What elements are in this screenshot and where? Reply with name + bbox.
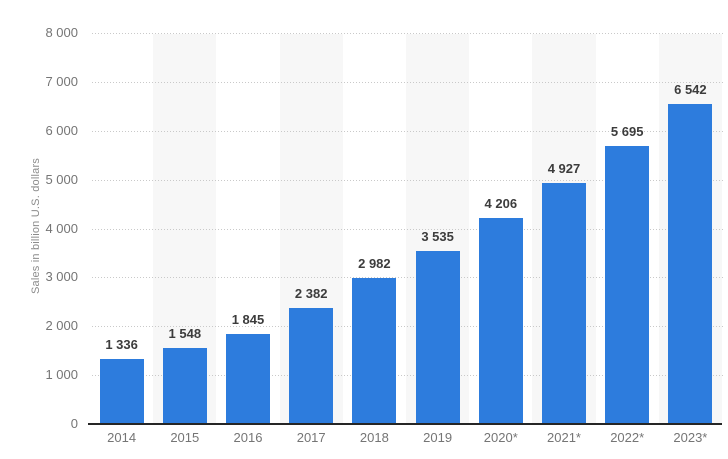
gridline-3000 (92, 277, 724, 279)
gridline-8000 (92, 33, 724, 34)
x-tick-label-2018: 2018 (359, 430, 389, 445)
bar-2015[interactable] (162, 348, 207, 423)
y-tick-label-4000: 4 000 (45, 220, 78, 236)
bar-value-2021: 4 927 (547, 161, 581, 177)
bar-2020[interactable] (478, 218, 523, 423)
bar-2016[interactable] (226, 333, 270, 423)
x-tick-label-2020: 2020* (483, 430, 518, 445)
y-tick-label-7000: 7 000 (45, 73, 78, 89)
x-tick-label-2014: 2014 (107, 430, 137, 445)
x-tick-label-2022: 2022* (610, 430, 645, 445)
y-tick-label-1000: 1 000 (45, 367, 78, 383)
bar-2023[interactable] (668, 104, 713, 423)
bar-2017[interactable] (289, 307, 334, 423)
x-axis-line (88, 423, 722, 425)
x-tick-label-2017: 2017 (296, 430, 326, 445)
bar-2022[interactable] (605, 145, 650, 423)
bar-value-2018: 2 982 (358, 256, 391, 272)
bar-2021[interactable] (542, 183, 586, 423)
x-tick-label-2015: 2015 (170, 430, 200, 445)
bar-value-2019: 3 535 (421, 229, 454, 245)
bar-value-2017: 2 382 (294, 285, 328, 301)
x-tick-label-2023: 2023* (673, 430, 708, 445)
gridline-4000 (92, 228, 724, 230)
y-tick-label-0: 0 (70, 416, 78, 431)
gridline-7000 (92, 81, 724, 83)
y-tick-label-5000: 5 000 (45, 171, 78, 187)
y-tick-label-6000: 6 000 (45, 122, 78, 138)
bar-value-2023: 6 542 (674, 82, 707, 98)
y-tick-label-2000: 2 000 (45, 318, 78, 334)
y-tick-label-8000: 8 000 (45, 25, 78, 40)
bar-2014[interactable] (99, 358, 144, 423)
y-tick-label-3000: 3 000 (45, 269, 78, 285)
bar-value-2015: 1 548 (168, 326, 202, 342)
gridline-5000 (92, 179, 724, 181)
bar-value-2020: 4 206 (484, 196, 518, 212)
bar-value-2014: 1 336 (105, 336, 138, 352)
bar-2018[interactable] (352, 278, 397, 423)
gridline-1000 (92, 375, 724, 377)
gridline-6000 (92, 130, 724, 132)
bar-2019[interactable] (415, 251, 460, 423)
x-tick-label-2019: 2019 (423, 430, 453, 445)
x-tick-label-2021: 2021* (547, 430, 581, 445)
gridline-2000 (92, 326, 724, 328)
bar-value-2016: 1 845 (231, 311, 265, 327)
x-tick-label-2016: 2016 (233, 430, 263, 445)
bar-value-2022: 5 695 (610, 123, 644, 139)
